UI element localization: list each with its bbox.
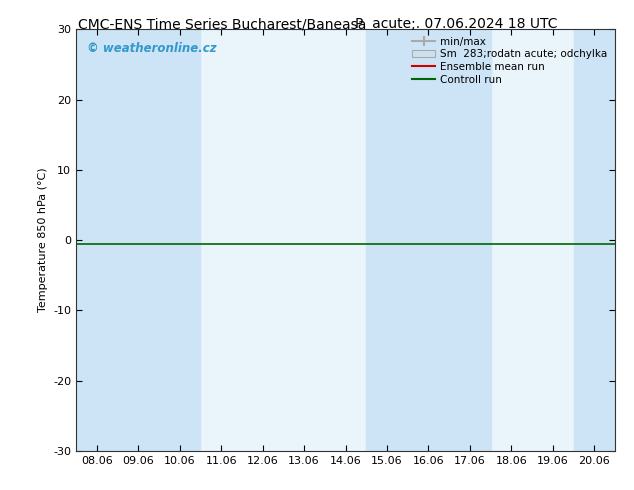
Bar: [574, 29, 615, 451]
Bar: [408, 29, 449, 451]
Bar: [366, 29, 408, 451]
Bar: [449, 29, 491, 451]
Legend: min/max, Sm  283;rodatn acute; odchylka, Ensemble mean run, Controll run: min/max, Sm 283;rodatn acute; odchylka, …: [410, 35, 610, 87]
Y-axis label: Temperature 850 hPa (°C): Temperature 850 hPa (°C): [37, 168, 48, 313]
Bar: [117, 29, 159, 451]
Text: CMC-ENS Time Series Bucharest/Baneasa: CMC-ENS Time Series Bucharest/Baneasa: [78, 17, 366, 31]
Bar: [159, 29, 200, 451]
Bar: [76, 29, 117, 451]
Text: © weatheronline.cz: © weatheronline.cz: [87, 42, 216, 55]
Text: P  acute;. 07.06.2024 18 UTC: P acute;. 07.06.2024 18 UTC: [355, 17, 558, 31]
